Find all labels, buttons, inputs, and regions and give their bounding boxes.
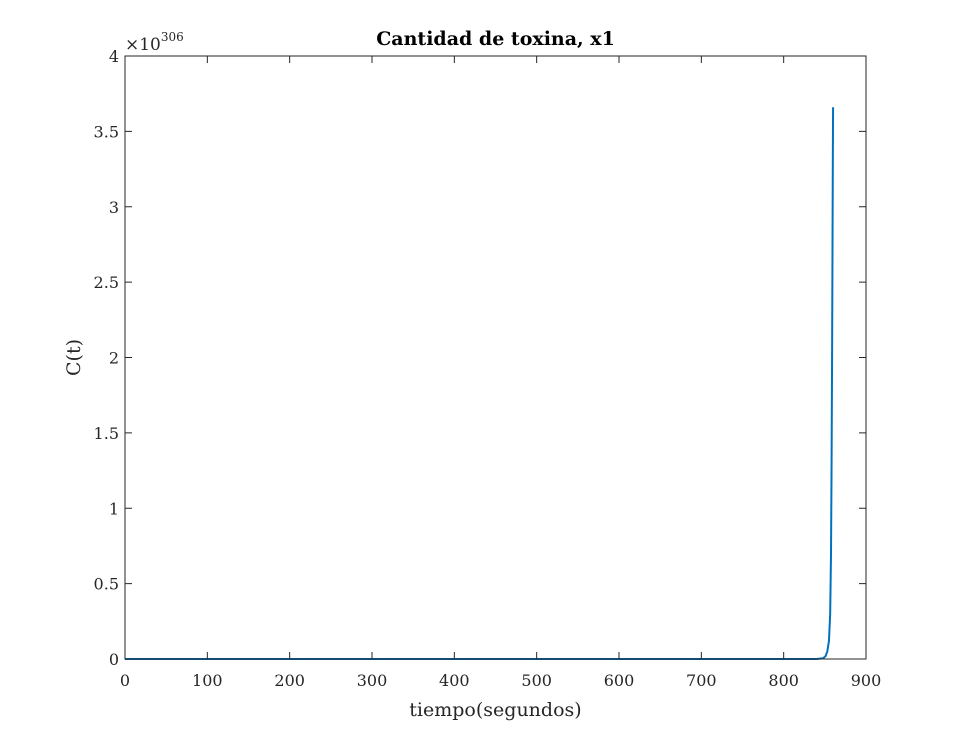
chart-title: Cantidad de toxina, x1	[376, 28, 615, 50]
x-tick-label: 0	[120, 671, 130, 690]
y-ticks: 0 0.5 1 1.5 2 2.5 3 3.5 4	[94, 47, 866, 669]
y-tick-label: 3	[109, 198, 119, 217]
plot-area	[125, 56, 866, 659]
x-axis-label: tiempo(segundos)	[409, 699, 581, 721]
y-tick-label: 0	[109, 650, 119, 669]
y-exponent-label: ×10306	[125, 30, 184, 55]
x-tick-label: 700	[686, 671, 717, 690]
y-tick-label: 0.5	[94, 575, 119, 594]
x-tick-label: 900	[851, 671, 882, 690]
y-tick-label: 4	[109, 47, 119, 66]
y-tick-label: 3.5	[94, 122, 119, 141]
y-tick-label: 2.5	[94, 273, 119, 292]
y-tick-label: 1	[109, 499, 119, 518]
x-tick-label: 600	[604, 671, 635, 690]
x-ticks: 0 100 200 300 400 500 600 700 800 900	[120, 56, 881, 690]
y-axis-label: C(t)	[63, 339, 85, 376]
x-tick-label: 800	[768, 671, 799, 690]
x-tick-label: 100	[192, 671, 223, 690]
y-tick-label: 1.5	[94, 424, 119, 443]
y-exponent-power: 306	[161, 30, 184, 44]
y-exponent-base: ×10	[125, 35, 161, 55]
x-tick-label: 400	[439, 671, 470, 690]
x-tick-label: 500	[521, 671, 552, 690]
x-tick-label: 300	[357, 671, 388, 690]
y-tick-label: 2	[109, 349, 119, 368]
x-tick-label: 200	[274, 671, 305, 690]
